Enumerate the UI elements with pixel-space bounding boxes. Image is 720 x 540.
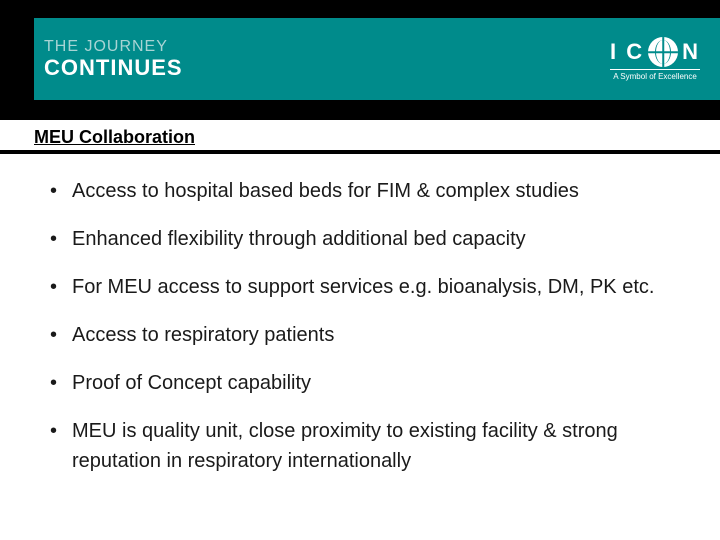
logo-text-right: N [682, 39, 700, 65]
slide-content: Access to hospital based beds for FIM & … [0, 154, 720, 514]
journey-line-1: THE JOURNEY [44, 38, 183, 56]
list-item: Access to respiratory patients [46, 320, 674, 350]
title-bar: MEU Collaboration [0, 120, 720, 154]
logo-text-left: I C [610, 39, 644, 65]
list-item: Access to hospital based beds for FIM & … [46, 176, 674, 206]
list-item: Proof of Concept capability [46, 368, 674, 398]
list-item: Enhanced flexibility through additional … [46, 224, 674, 254]
slide-header: THE JOURNEY CONTINUES I C N A Symbol of … [0, 0, 720, 120]
logo-tagline: A Symbol of Excellence [610, 69, 700, 81]
header-teal-band: THE JOURNEY CONTINUES I C N A Symbol of … [34, 18, 720, 100]
bullet-list: Access to hospital based beds for FIM & … [46, 176, 674, 476]
journey-line-2: CONTINUES [44, 56, 183, 80]
icon-logo-block: I C N A Symbol of Excellence [610, 37, 700, 81]
header-black-strip [0, 100, 720, 120]
globe-icon [648, 37, 678, 67]
list-item: For MEU access to support services e.g. … [46, 272, 674, 302]
slide-title: MEU Collaboration [34, 127, 195, 148]
list-item: MEU is quality unit, close proximity to … [46, 416, 674, 476]
journey-title-block: THE JOURNEY CONTINUES [44, 38, 183, 80]
icon-logo: I C N [610, 37, 700, 67]
